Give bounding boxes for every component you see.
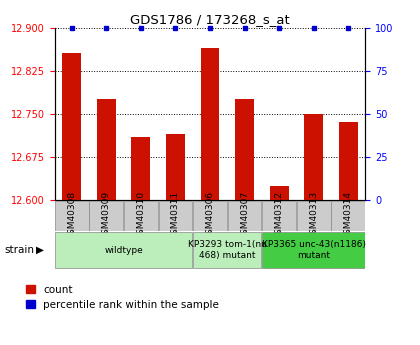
Bar [131,137,150,200]
Text: strain: strain [4,245,34,255]
Bar [63,53,81,200]
FancyBboxPatch shape [55,232,192,268]
Bar [166,134,185,200]
FancyBboxPatch shape [55,201,89,230]
Text: GSM40306: GSM40306 [205,191,215,240]
FancyBboxPatch shape [193,232,262,268]
Bar [304,114,323,200]
FancyBboxPatch shape [193,201,227,230]
FancyBboxPatch shape [262,232,365,268]
Bar [270,186,289,200]
Text: GSM40307: GSM40307 [240,191,249,240]
Text: ▶: ▶ [36,245,44,255]
FancyBboxPatch shape [124,201,158,230]
Text: GSM40311: GSM40311 [171,191,180,240]
FancyBboxPatch shape [297,201,331,230]
Title: GDS1786 / 173268_s_at: GDS1786 / 173268_s_at [130,13,290,27]
Text: GSM40312: GSM40312 [275,191,284,240]
Text: GSM40314: GSM40314 [344,191,353,240]
Text: KP3365 unc-43(n1186)
mutant: KP3365 unc-43(n1186) mutant [262,240,365,260]
FancyBboxPatch shape [331,201,365,230]
Text: GSM40309: GSM40309 [102,191,111,240]
Text: GSM40310: GSM40310 [136,191,145,240]
Legend: count, percentile rank within the sample: count, percentile rank within the sample [26,285,219,310]
FancyBboxPatch shape [228,201,262,230]
FancyBboxPatch shape [158,201,192,230]
FancyBboxPatch shape [89,201,123,230]
FancyBboxPatch shape [262,201,296,230]
Bar [97,99,116,200]
Text: GSM40313: GSM40313 [309,191,318,240]
Bar [235,99,254,200]
Bar [339,122,357,200]
Text: GSM40308: GSM40308 [67,191,76,240]
Text: wildtype: wildtype [104,246,143,255]
Text: KP3293 tom-1(nu
468) mutant: KP3293 tom-1(nu 468) mutant [188,240,267,260]
Bar [200,48,220,200]
